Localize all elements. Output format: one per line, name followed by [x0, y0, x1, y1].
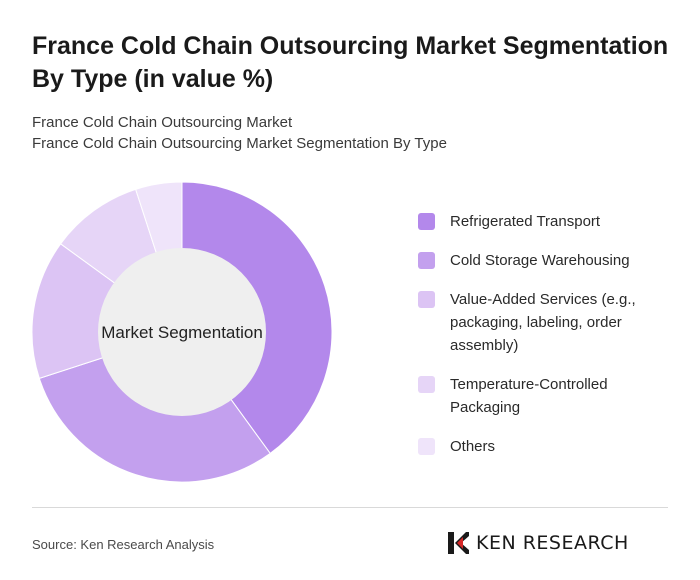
chart-legend: Refrigerated Transport Cold Storage Ware…: [418, 210, 668, 458]
legend-swatch: [418, 438, 435, 455]
brand-logo: KEN RESEARCH: [446, 530, 629, 556]
source-note: Source: Ken Research Analysis: [32, 537, 215, 552]
legend-label: Value-Added Services (e.g., packaging, l…: [450, 291, 636, 354]
legend-item-others[interactable]: Others: [418, 435, 668, 458]
legend-item-value-added-services[interactable]: Value-Added Services (e.g., packaging, l…: [418, 288, 668, 357]
legend-label: Cold Storage Warehousing: [450, 252, 630, 269]
legend-label: Others: [450, 438, 496, 455]
subtitle-line-2: France Cold Chain Outsourcing Market Seg…: [32, 135, 447, 152]
legend-swatch: [418, 213, 435, 230]
legend-swatch: [418, 376, 435, 393]
donut-center-label: Market Segmentation: [101, 323, 263, 342]
brand-name: KEN RESEARCH: [476, 532, 629, 554]
legend-swatch: [418, 252, 435, 269]
legend-item-temperature-controlled-packaging[interactable]: Temperature-Controlled Packaging: [418, 373, 668, 419]
legend-swatch: [418, 291, 435, 308]
chart-subtitle: France Cold Chain Outsourcing Market Fra…: [32, 112, 672, 154]
donut-hole: [98, 248, 266, 416]
ken-research-logo-icon: [448, 532, 469, 554]
legend-item-refrigerated-transport[interactable]: Refrigerated Transport: [418, 210, 668, 233]
chart-title: France Cold Chain Outsourcing Market Seg…: [32, 32, 669, 93]
legend-item-cold-storage-warehousing[interactable]: Cold Storage Warehousing: [418, 249, 668, 272]
legend-label: Temperature-Controlled Packaging: [450, 376, 608, 416]
subtitle-line-1: France Cold Chain Outsourcing Market: [32, 114, 293, 131]
footer-divider: [32, 507, 668, 508]
legend-label: Refrigerated Transport: [450, 213, 601, 230]
